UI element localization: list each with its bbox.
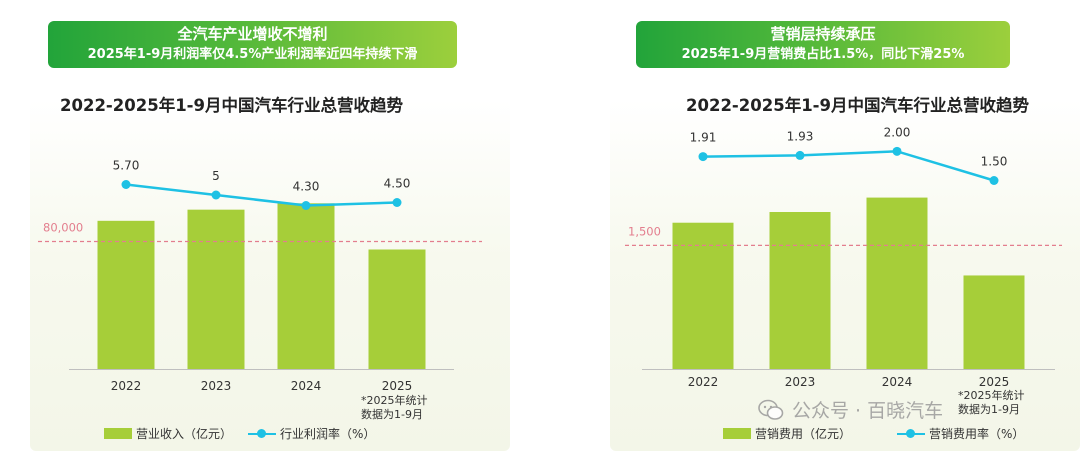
line-series xyxy=(125,183,398,207)
category-label: 2022 xyxy=(688,375,719,389)
reference-line-label: 1,500 xyxy=(628,224,661,238)
line-data-label: 1.93 xyxy=(787,129,814,143)
line-data-label: 5 xyxy=(212,169,220,183)
bar-2025 xyxy=(368,249,426,369)
category-label: 2022 xyxy=(111,379,142,393)
chart-title: 2022-2025年1-9月中国汽车行业总营收趋势 xyxy=(60,96,404,115)
category-label: 2025 xyxy=(382,379,413,393)
right-panel: 营销层持续承压 2025年1-9月营销费占比1.5%，同比下滑25% 2022-… xyxy=(540,0,1080,451)
category-label: 2024 xyxy=(291,379,322,393)
banner-subtitle: 2025年1-9月营销费占比1.5%，同比下滑25% xyxy=(681,47,965,62)
watermark-text: 公众号 · 百晓汽车 xyxy=(792,400,944,422)
left-panel: 全汽车产业增收不增利 2025年1-9月利润率仅4.5%产业利润率近四年持续下滑… xyxy=(30,21,510,451)
legend-bar-label: 营业收入（亿元） xyxy=(136,427,233,441)
footnote-line-2: 数据为1-9月 xyxy=(361,408,423,421)
footnote-line-1: *2025年统计 xyxy=(958,389,1025,402)
line-point-2024 xyxy=(301,201,311,210)
line-series xyxy=(702,150,995,182)
legend-line-label: 营销费用率（%） xyxy=(929,427,1025,441)
bar-2024 xyxy=(866,197,928,369)
line-data-label: 5.70 xyxy=(113,159,140,173)
banner-subtitle: 2025年1-9月利润率仅4.5%产业利润率近四年持续下滑 xyxy=(87,47,418,62)
line-point-2024 xyxy=(892,146,902,156)
wechat-icon xyxy=(758,399,784,420)
category-label: 2023 xyxy=(201,379,232,393)
footnote: *2025年统计 数据为1-9月 xyxy=(361,394,428,422)
banner-title: 全汽车产业增收不增利 xyxy=(177,25,328,43)
bar-2025 xyxy=(963,275,1025,369)
revenue-chart: 2022 2023 2024 2025 80,000 5.70 5 4.30 4.50 xyxy=(38,159,482,393)
banner-title: 营销层持续承压 xyxy=(770,25,876,43)
legend-item-bar: 营业收入（亿元） xyxy=(104,425,232,442)
footnote-line-1: *2025年统计 xyxy=(361,394,428,407)
legend-bar-swatch xyxy=(723,428,751,439)
legend: 营销费用（亿元） 营销费用率（%） xyxy=(723,425,1040,442)
category-label: 2023 xyxy=(785,375,816,389)
headline-banner: 营销层持续承压 2025年1-9月营销费占比1.5%，同比下滑25% xyxy=(636,21,1010,68)
footnote-line-2: 数据为1-9月 xyxy=(958,403,1020,416)
legend-item-line: 营销费用率（%） xyxy=(897,425,1024,442)
legend-item-bar: 营销费用（亿元） xyxy=(723,425,851,442)
line-point-2025 xyxy=(989,176,999,185)
marketing-chart: 2022 2023 2024 2025 1,500 1.91 1.93 2.00 1.50 xyxy=(625,125,1062,389)
legend-line-label: 行业利润率（%） xyxy=(280,427,376,441)
legend: 营业收入（亿元） 行业利润率（%） xyxy=(104,425,391,442)
bar-2024 xyxy=(277,203,335,369)
legend-line-swatch xyxy=(248,428,277,439)
line-data-label: 1.50 xyxy=(981,155,1008,169)
chart-title: 2022-2025年1-9月中国汽车行业总营收趋势 xyxy=(686,96,1030,115)
line-point-2025 xyxy=(392,198,402,207)
legend-line-swatch xyxy=(897,428,926,439)
line-point-2022 xyxy=(698,152,708,162)
category-label: 2024 xyxy=(882,375,913,389)
line-point-2023 xyxy=(795,150,805,160)
bar-2023 xyxy=(187,209,245,369)
line-point-2023 xyxy=(211,190,221,200)
line-data-label: 2.00 xyxy=(884,125,911,139)
headline-banner: 全汽车产业增收不增利 2025年1-9月利润率仅4.5%产业利润率近四年持续下滑 xyxy=(48,21,457,68)
reference-line-label: 80,000 xyxy=(43,221,83,235)
line-data-label: 1.91 xyxy=(690,131,717,145)
bar-2022 xyxy=(97,220,155,369)
legend-item-line: 行业利润率（%） xyxy=(248,425,375,442)
watermark: 公众号 · 百晓汽车 xyxy=(758,396,943,423)
footnote: *2025年统计 数据为1-9月 xyxy=(958,389,1025,417)
line-data-label: 4.30 xyxy=(293,180,320,194)
legend-bar-swatch xyxy=(104,428,132,439)
line-point-2022 xyxy=(121,180,131,189)
line-data-label: 4.50 xyxy=(384,177,411,191)
category-label: 2025 xyxy=(979,375,1010,389)
bar-2022 xyxy=(672,222,734,369)
legend-bar-label: 营销费用（亿元） xyxy=(755,427,852,441)
bar-2023 xyxy=(769,212,831,369)
